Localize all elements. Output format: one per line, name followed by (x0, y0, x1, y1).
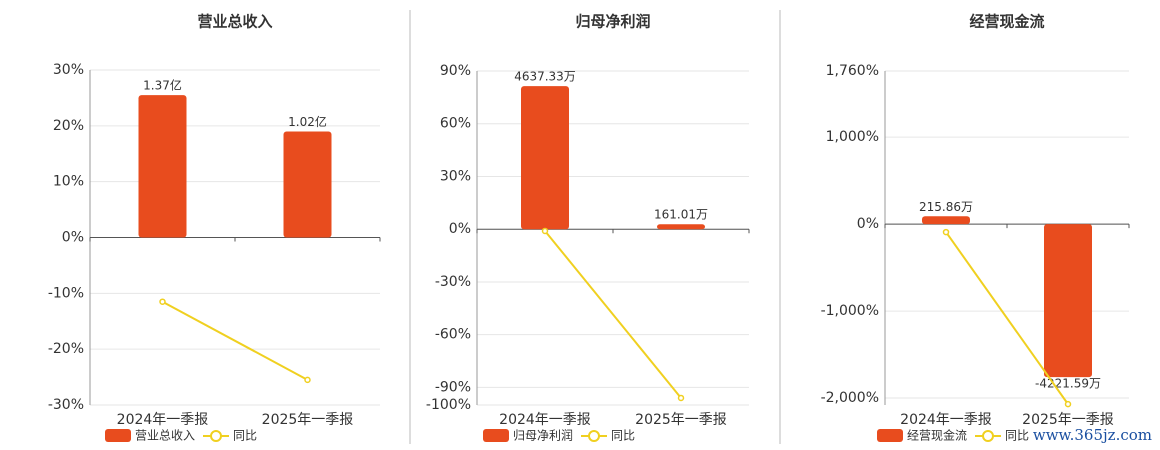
line (544, 230, 682, 399)
legend-label: 归母净利润 (513, 429, 573, 443)
point (677, 394, 685, 402)
value-label: 1.37亿 (143, 78, 182, 93)
y-tick-label: 0% (62, 230, 84, 246)
y-tick-label: 1,000% (826, 129, 879, 145)
value-label: 1.02亿 (288, 114, 327, 129)
legend-marker (210, 430, 222, 442)
y-tick-label: 30% (440, 168, 471, 184)
legend-label: 同比 (611, 429, 635, 443)
y-tick-label: -90% (435, 379, 471, 395)
y-tick-label: -20% (48, 341, 84, 357)
value-label: 161.01万 (654, 208, 708, 222)
y-tick-label: -30% (48, 397, 84, 413)
y-tick-label: -30% (435, 274, 471, 290)
legend-label: 经营现金流 (907, 428, 967, 443)
legend-swatch (483, 429, 509, 442)
bar (138, 95, 187, 238)
legend-label: 同比 (1005, 429, 1029, 443)
point (942, 228, 950, 236)
y-tick-label: 60% (440, 116, 471, 132)
bar (1044, 224, 1092, 378)
chart-title: 营业总收入 (197, 13, 272, 31)
point (541, 227, 549, 235)
x-tick-label: 2025年一季报 (262, 412, 354, 428)
y-tick-label: 30% (53, 62, 84, 78)
y-tick-label: 90% (440, 63, 471, 79)
value-label: 215.86万 (919, 200, 973, 214)
x-tick-label: 2024年一季报 (499, 412, 591, 428)
bar (521, 86, 569, 230)
line (162, 300, 308, 381)
x-tick-label: 2024年一季报 (117, 412, 209, 428)
y-tick-label: 0% (857, 216, 879, 232)
y-tick-label: -10% (48, 285, 84, 301)
y-tick-label: 0% (449, 221, 471, 237)
legend-marker (588, 430, 600, 442)
y-tick-label: 20% (53, 118, 84, 134)
y-tick-label: -60% (435, 327, 471, 343)
x-tick-label: 2024年一季报 (900, 412, 992, 428)
bar (657, 224, 705, 230)
point (1064, 400, 1072, 408)
legend-label: 营业总收入 (135, 429, 195, 443)
legend-marker (982, 430, 994, 442)
bar (922, 216, 970, 225)
value-label: 4637.33万 (514, 70, 576, 84)
y-tick-label: -2,000% (821, 390, 879, 406)
y-tick-label: 1,760% (826, 63, 879, 79)
y-tick-label: -1,000% (821, 303, 879, 319)
legend-swatch (105, 429, 131, 442)
legend-swatch (877, 429, 903, 442)
point (304, 376, 311, 384)
chart-title: 经营现金流 (969, 13, 1044, 31)
legend-label: 同比 (233, 429, 257, 443)
point (159, 298, 166, 305)
x-tick-label: 2025年一季报 (1022, 412, 1114, 428)
value-label: -4221.59万 (1035, 377, 1101, 391)
chart-title: 归母净利润 (575, 13, 650, 31)
y-tick-label: -100% (426, 397, 471, 413)
watermark: www.365jz.com (1033, 426, 1152, 444)
bar (283, 131, 332, 238)
x-tick-label: 2025年一季报 (635, 412, 727, 428)
line (945, 231, 1069, 405)
y-tick-label: 10% (53, 174, 84, 190)
